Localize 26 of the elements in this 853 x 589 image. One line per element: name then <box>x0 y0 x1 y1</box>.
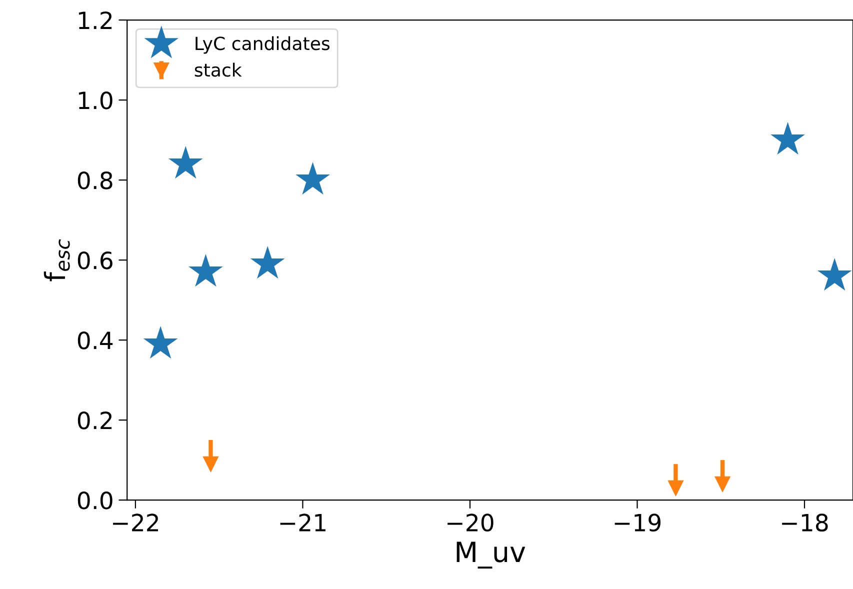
y-axis-title: f$_{esc}$ <box>44 239 70 282</box>
x-tick-label: −21 <box>280 514 326 532</box>
x-tick-label: −19 <box>614 514 660 532</box>
y-tick-label: 1.0 <box>78 91 112 110</box>
y-tick-label: 1.2 <box>78 11 112 29</box>
y-tick-label: 0.6 <box>78 251 112 270</box>
x-tick-label: −20 <box>448 514 494 532</box>
y-tick-label: 0.2 <box>78 412 112 430</box>
point <box>714 476 730 492</box>
x-tick-label: −18 <box>782 514 828 532</box>
point <box>188 254 223 287</box>
point <box>250 246 285 279</box>
point <box>817 258 852 291</box>
y-tick-label: 0.4 <box>78 331 113 350</box>
point <box>143 326 178 359</box>
point <box>203 456 218 472</box>
y-tick-label: 0.0 <box>78 492 112 510</box>
legend-label: stack <box>194 62 242 77</box>
x-tick-label: −22 <box>113 514 158 532</box>
point <box>770 122 805 155</box>
x-axis-title: M_uv <box>456 542 526 569</box>
y-tick-label: 0.8 <box>78 171 112 190</box>
point <box>168 146 203 179</box>
legend-label: LyC candidates <box>196 36 330 54</box>
point <box>668 480 684 496</box>
point <box>296 162 330 195</box>
